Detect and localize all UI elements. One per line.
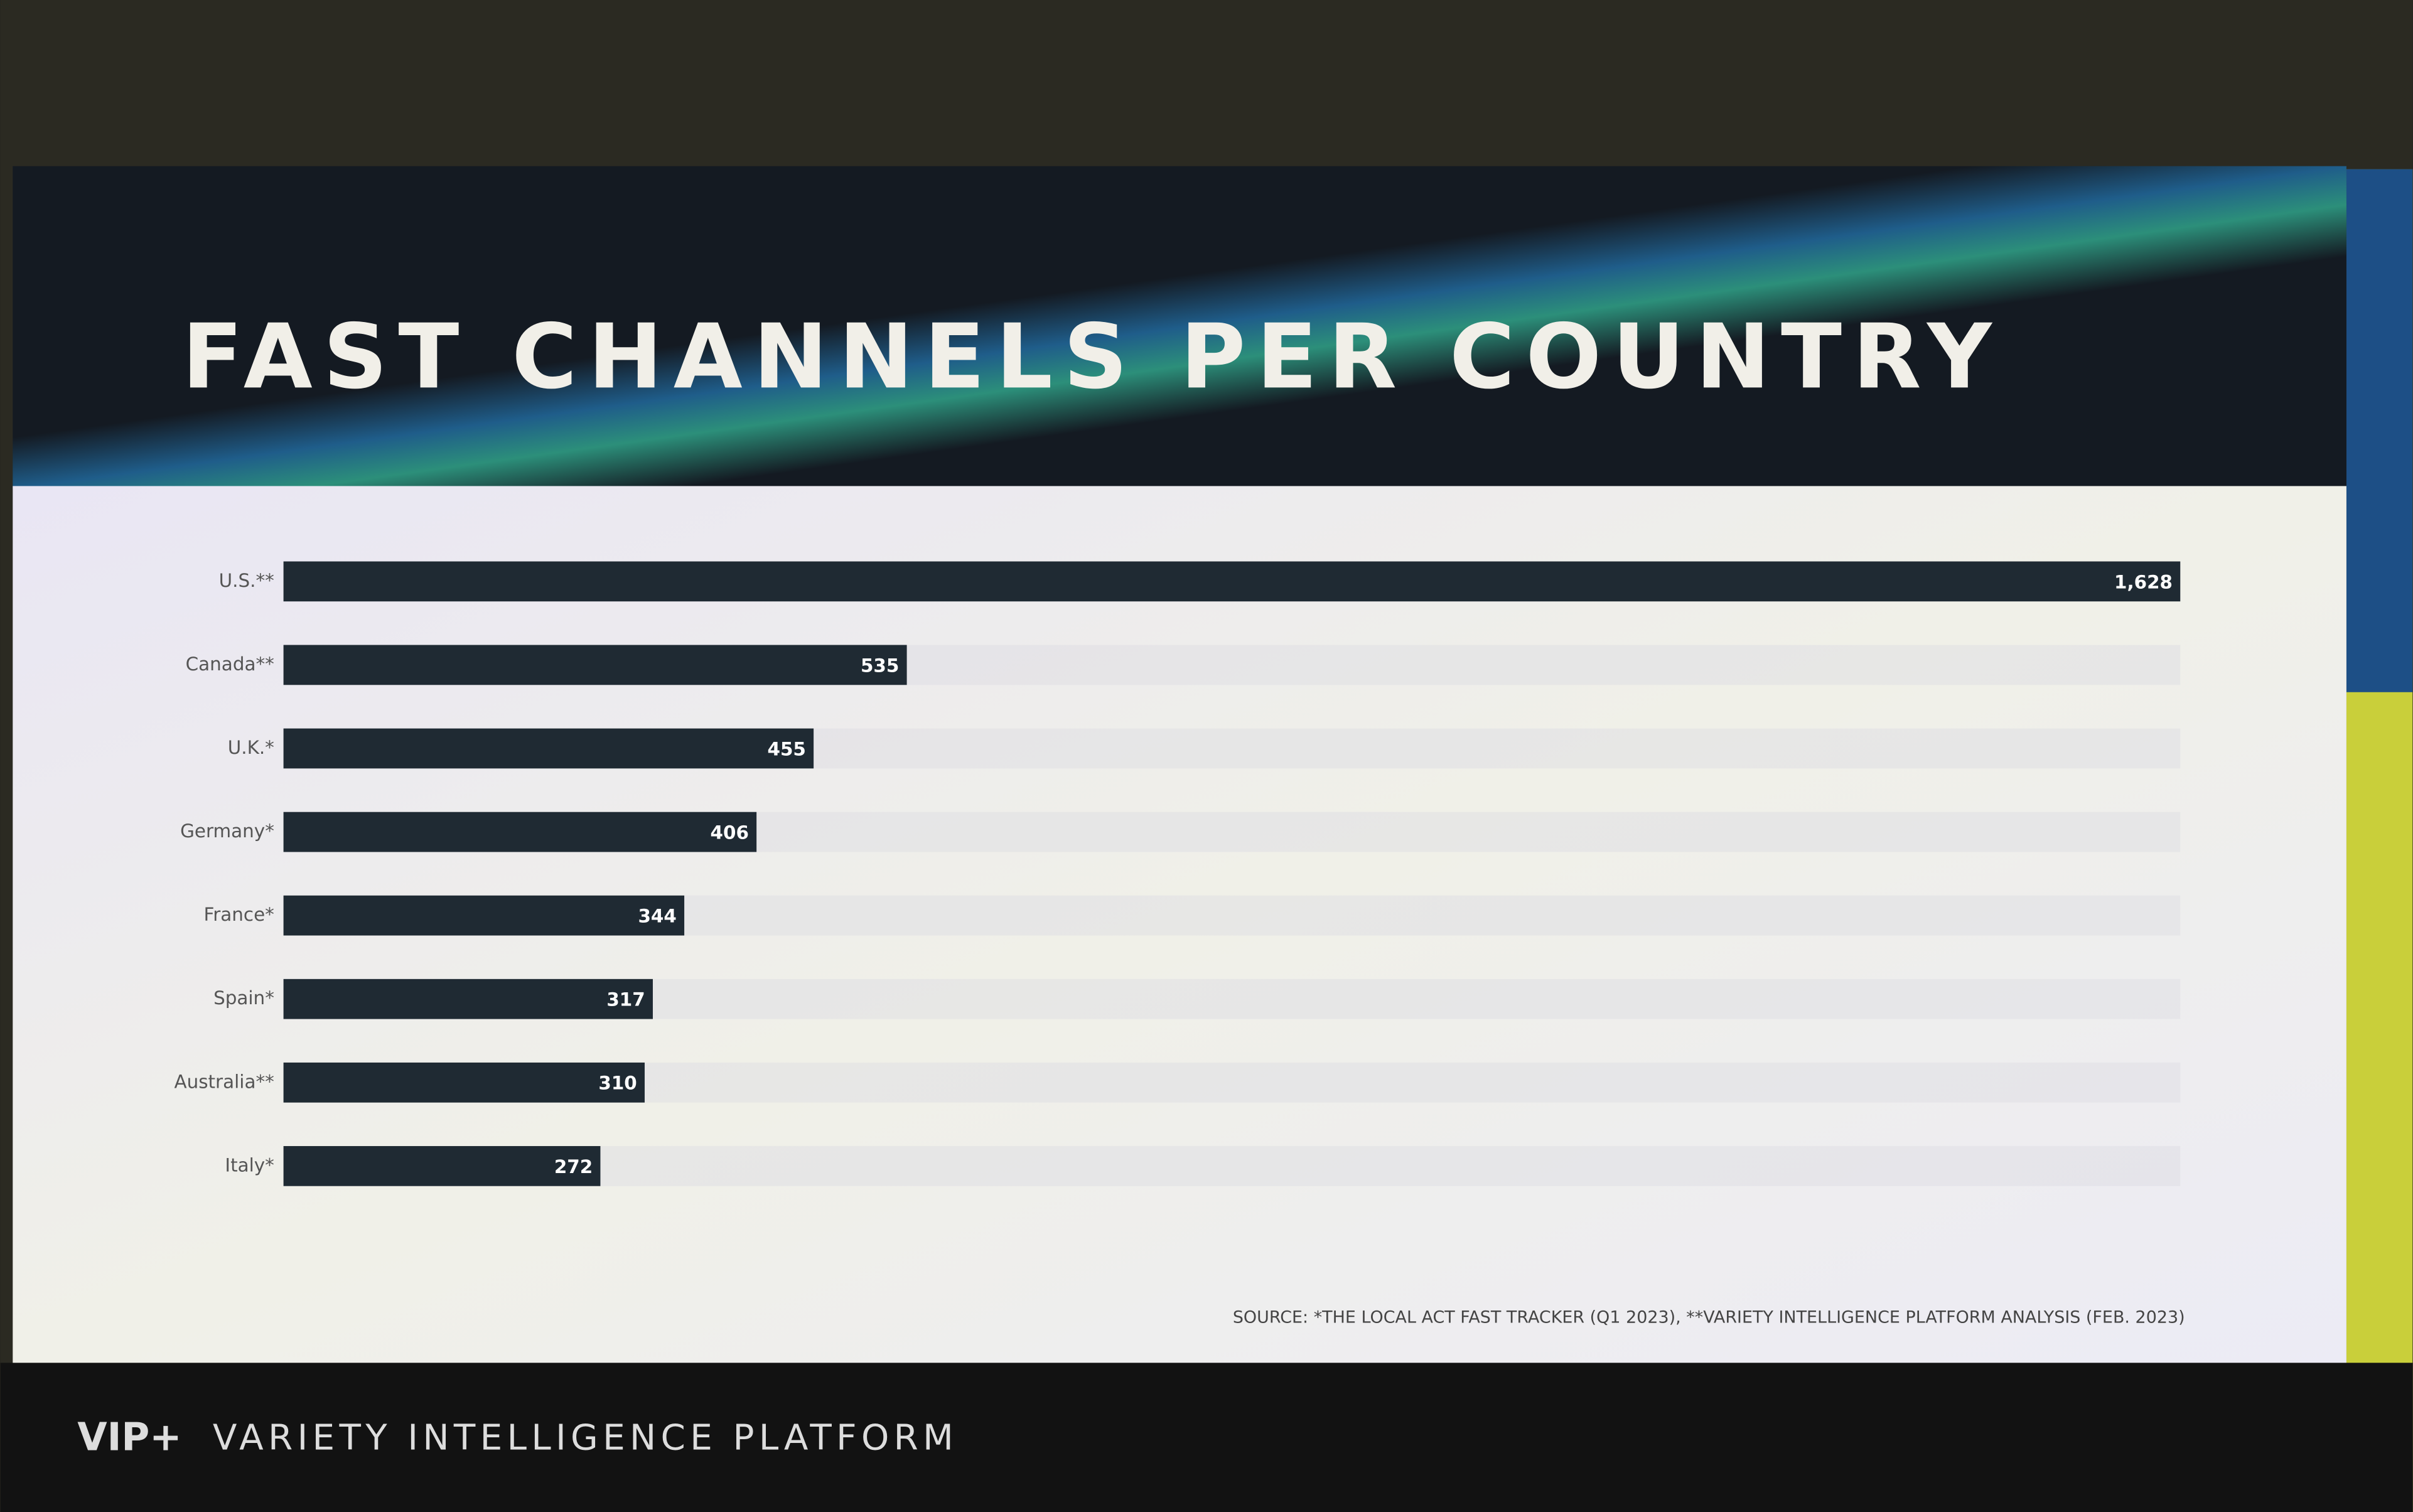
- header-band: [13, 166, 2346, 490]
- bar: [283, 1145, 601, 1186]
- value-label: 1,628: [2114, 571, 2173, 592]
- value-label: 317: [606, 989, 645, 1011]
- footer-band: [0, 1363, 2413, 1512]
- value-label: 272: [554, 1156, 593, 1177]
- value-label: 455: [767, 738, 805, 759]
- source-note: SOURCE: *THE LOCAL ACT FAST TRACKER (Q1 …: [1233, 1308, 2185, 1327]
- side-edge-blue: [2346, 169, 2413, 692]
- bar: [283, 1062, 645, 1103]
- value-label: 535: [861, 655, 899, 676]
- value-label: 344: [638, 906, 676, 927]
- bar: [283, 895, 685, 936]
- category-label: U.K.*: [228, 737, 274, 758]
- category-label: Canada**: [186, 653, 274, 675]
- category-label: Germany*: [180, 820, 274, 842]
- bar: [283, 979, 653, 1019]
- category-label: France*: [203, 904, 274, 925]
- footer-logo: VIP+: [77, 1415, 181, 1459]
- chart-title: FAST CHANNELS PER COUNTRY: [182, 304, 2002, 409]
- value-label: 406: [711, 822, 749, 844]
- category-label: Spain*: [213, 987, 274, 1009]
- bar: [283, 645, 907, 685]
- category-label: U.S.**: [219, 570, 274, 591]
- bar: [283, 728, 814, 769]
- category-label: Australia**: [174, 1071, 274, 1092]
- bar: [283, 561, 2181, 602]
- footer-text: VARIETY INTELLIGENCE PLATFORM: [213, 1417, 958, 1458]
- category-label: Italy*: [225, 1154, 274, 1176]
- bar: [283, 812, 757, 852]
- value-label: 310: [598, 1073, 637, 1094]
